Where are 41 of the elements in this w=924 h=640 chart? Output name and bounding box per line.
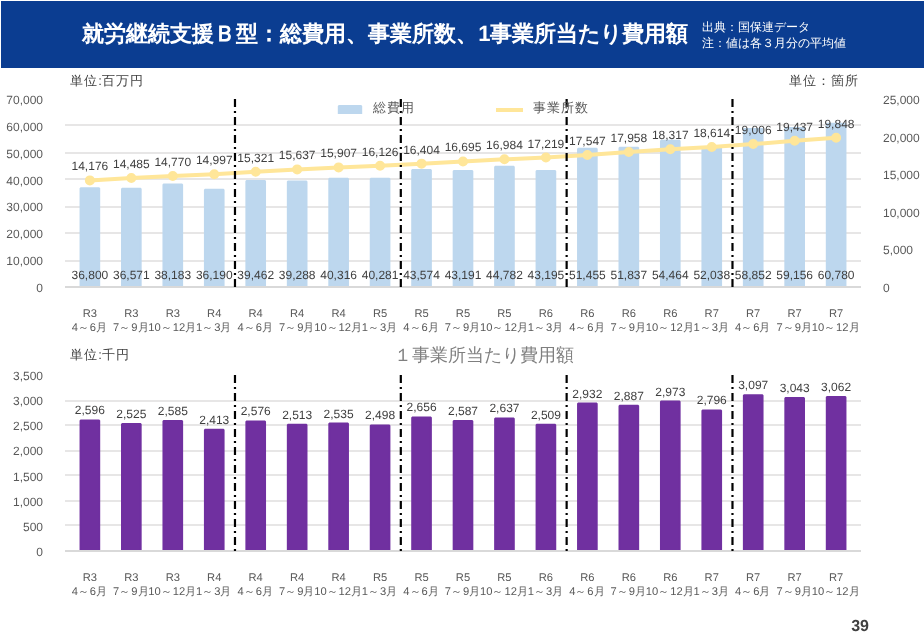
point bbox=[665, 144, 676, 155]
point bbox=[333, 162, 344, 173]
point bbox=[789, 135, 800, 146]
bar bbox=[411, 416, 432, 551]
point bbox=[375, 160, 386, 171]
bar bbox=[121, 423, 142, 551]
bar bbox=[742, 394, 764, 551]
point bbox=[167, 170, 178, 181]
chart-title: 就労継続支援Ｂ型：総費用、事業所数、1事業所当たり費用額 bbox=[80, 21, 689, 47]
point bbox=[458, 156, 468, 167]
point bbox=[126, 173, 137, 184]
point bbox=[623, 146, 634, 157]
point bbox=[540, 152, 551, 163]
point bbox=[292, 164, 303, 175]
bar bbox=[494, 417, 515, 551]
bar bbox=[577, 402, 598, 551]
bar bbox=[79, 419, 101, 551]
chart-title: １事業所当たり費用額 bbox=[394, 345, 575, 365]
text: 39 bbox=[851, 617, 871, 635]
bar bbox=[328, 422, 349, 551]
bar bbox=[203, 428, 225, 551]
point bbox=[831, 132, 842, 143]
bar bbox=[701, 409, 723, 551]
point bbox=[250, 166, 261, 177]
bar bbox=[245, 420, 267, 551]
bar bbox=[784, 396, 805, 551]
point bbox=[748, 139, 759, 150]
bar bbox=[369, 424, 391, 551]
bar bbox=[825, 396, 847, 551]
bar bbox=[452, 419, 474, 551]
bar bbox=[535, 423, 557, 551]
point bbox=[582, 150, 593, 161]
bar bbox=[659, 400, 681, 551]
point bbox=[499, 154, 510, 165]
bar bbox=[162, 420, 184, 551]
point bbox=[706, 142, 717, 153]
point bbox=[416, 158, 427, 169]
point bbox=[209, 169, 220, 180]
bar bbox=[618, 404, 640, 551]
point bbox=[84, 175, 95, 186]
bar bbox=[286, 423, 308, 551]
